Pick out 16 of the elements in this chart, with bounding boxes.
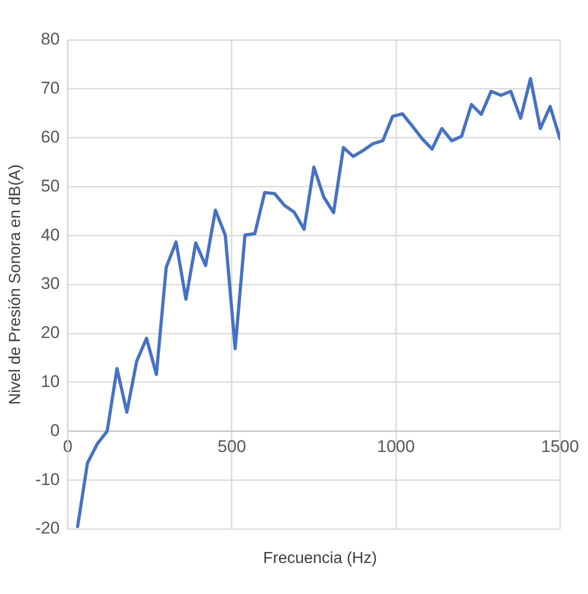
y-tick-label: 60: [40, 127, 60, 146]
y-tick-label: 40: [40, 225, 60, 244]
x-tick-label: 500: [218, 437, 246, 456]
y-tick-label: -20: [35, 518, 60, 538]
y-tick-label: -10: [35, 470, 60, 489]
y-tick-label: 0: [50, 420, 60, 440]
y-tick-label: 80: [40, 30, 60, 49]
y-tick-label: 10: [40, 372, 60, 391]
y-tick-label: 70: [40, 78, 60, 98]
y-tick-label: 50: [40, 176, 60, 196]
x-axis-title: Frecuencia (Hz): [262, 550, 378, 568]
y-tick-label: 30: [40, 274, 60, 294]
x-tick-label: 1500: [541, 437, 579, 456]
y-axis-title: Nivel de Presión Sonora en dB(A): [7, 164, 24, 405]
x-tick-label: 1000: [377, 437, 415, 456]
y-tick-label: 20: [40, 323, 60, 342]
